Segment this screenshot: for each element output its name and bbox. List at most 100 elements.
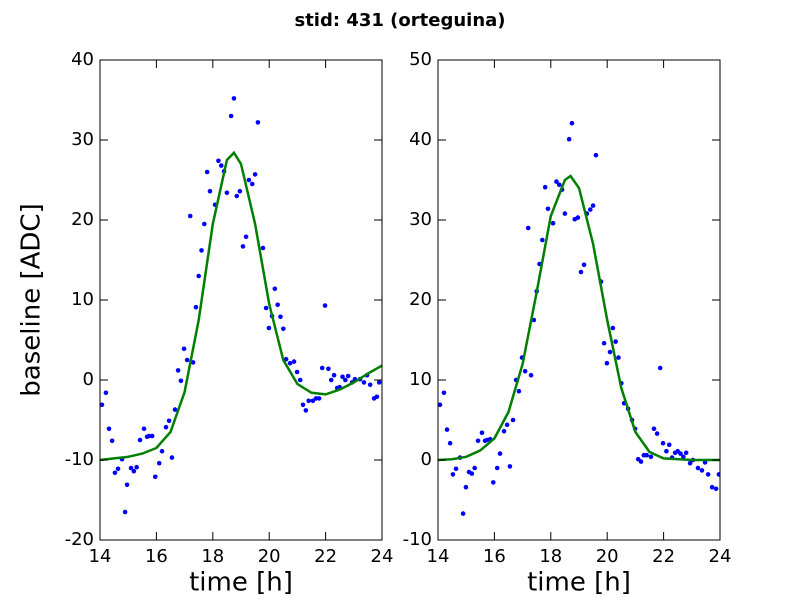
data-point xyxy=(255,120,261,125)
data-point xyxy=(115,466,121,472)
data-point xyxy=(593,152,599,158)
data-point xyxy=(316,396,322,401)
fit-line xyxy=(438,174,720,462)
data-point xyxy=(562,211,568,216)
y-tick-label: 40 xyxy=(409,129,432,150)
data-point xyxy=(328,377,334,383)
data-point xyxy=(163,424,169,430)
x-tick-label: 24 xyxy=(371,546,394,567)
data-point xyxy=(610,325,616,331)
data-point xyxy=(283,356,289,362)
x-tick-label: 22 xyxy=(652,546,675,567)
data-point xyxy=(575,215,581,220)
data-point xyxy=(287,360,293,366)
data-point xyxy=(664,448,669,454)
y-tick-label: -10 xyxy=(65,449,94,470)
data-point xyxy=(103,390,109,396)
data-point xyxy=(166,418,172,424)
data-point xyxy=(469,471,475,476)
data-point xyxy=(695,465,701,471)
data-point xyxy=(137,437,143,443)
data-point xyxy=(657,365,663,371)
data-point xyxy=(112,470,118,476)
data-point xyxy=(687,460,693,466)
data-point xyxy=(331,372,337,378)
data-point xyxy=(228,113,234,119)
data-point xyxy=(187,213,193,219)
data-point xyxy=(681,454,686,460)
data-point xyxy=(300,402,306,408)
data-point xyxy=(475,438,481,444)
data-point xyxy=(613,339,618,344)
data-point xyxy=(367,382,373,388)
data-point xyxy=(343,377,348,383)
data-point xyxy=(306,398,311,404)
x-tick-label: 14 xyxy=(427,546,450,567)
data-point xyxy=(531,317,537,323)
y-tick-label: 50 xyxy=(409,49,432,70)
data-point xyxy=(716,472,720,477)
data-point xyxy=(294,369,300,375)
data-point xyxy=(260,245,266,251)
data-point xyxy=(554,179,559,184)
data-point xyxy=(660,440,666,446)
y-tick-label: -20 xyxy=(65,529,94,550)
data-point xyxy=(542,184,548,190)
x-tick-label: 16 xyxy=(483,546,506,567)
data-point xyxy=(240,244,246,249)
data-point xyxy=(525,225,531,231)
y-tick-label: 20 xyxy=(409,289,432,310)
data-point xyxy=(566,136,572,142)
x-tick-label: 22 xyxy=(314,546,337,567)
data-point xyxy=(272,286,278,292)
y-axis-label: baseline [ADC] xyxy=(17,203,47,396)
figure-title: stid: 431 (orteguina) xyxy=(294,10,505,31)
x-tick-label: 18 xyxy=(201,546,224,567)
data-point xyxy=(556,182,562,188)
data-point xyxy=(447,440,453,446)
y-tick-label: 10 xyxy=(409,369,432,390)
fit-line xyxy=(100,150,382,462)
data-point xyxy=(479,430,485,436)
data-point xyxy=(128,465,134,471)
data-point xyxy=(281,326,286,332)
data-point xyxy=(450,472,456,477)
x-axis-label: time [h] xyxy=(189,568,293,598)
data-point xyxy=(528,372,534,378)
data-point xyxy=(578,269,584,275)
data-point xyxy=(124,482,130,488)
x-axis-label: time [h] xyxy=(527,568,631,598)
data-point xyxy=(666,442,672,448)
data-point xyxy=(616,355,621,360)
data-point xyxy=(207,188,213,194)
data-point xyxy=(507,464,513,469)
data-point xyxy=(494,465,500,471)
data-point xyxy=(463,484,469,490)
x-tick-label: 20 xyxy=(596,546,619,567)
data-point xyxy=(705,472,711,477)
data-point xyxy=(648,454,654,460)
y-tick-label: 20 xyxy=(71,209,94,230)
data-point xyxy=(340,374,345,380)
data-point xyxy=(510,417,516,423)
data-point xyxy=(540,237,545,243)
data-point xyxy=(193,304,199,310)
data-point xyxy=(184,357,190,363)
plot-area xyxy=(438,120,720,516)
data-point xyxy=(141,426,147,432)
data-point xyxy=(190,360,196,365)
data-point xyxy=(438,402,443,408)
x-tick-label: 14 xyxy=(89,546,112,567)
data-point xyxy=(134,464,139,470)
data-point xyxy=(651,426,657,432)
data-point xyxy=(175,368,181,373)
data-point xyxy=(263,305,269,311)
data-point xyxy=(601,340,607,346)
data-point xyxy=(678,451,683,456)
data-point xyxy=(156,460,162,466)
data-point xyxy=(278,314,283,320)
y-tick-label: 0 xyxy=(83,369,94,390)
y-tick-label: 10 xyxy=(71,289,94,310)
x-tick-label: 16 xyxy=(145,546,168,567)
